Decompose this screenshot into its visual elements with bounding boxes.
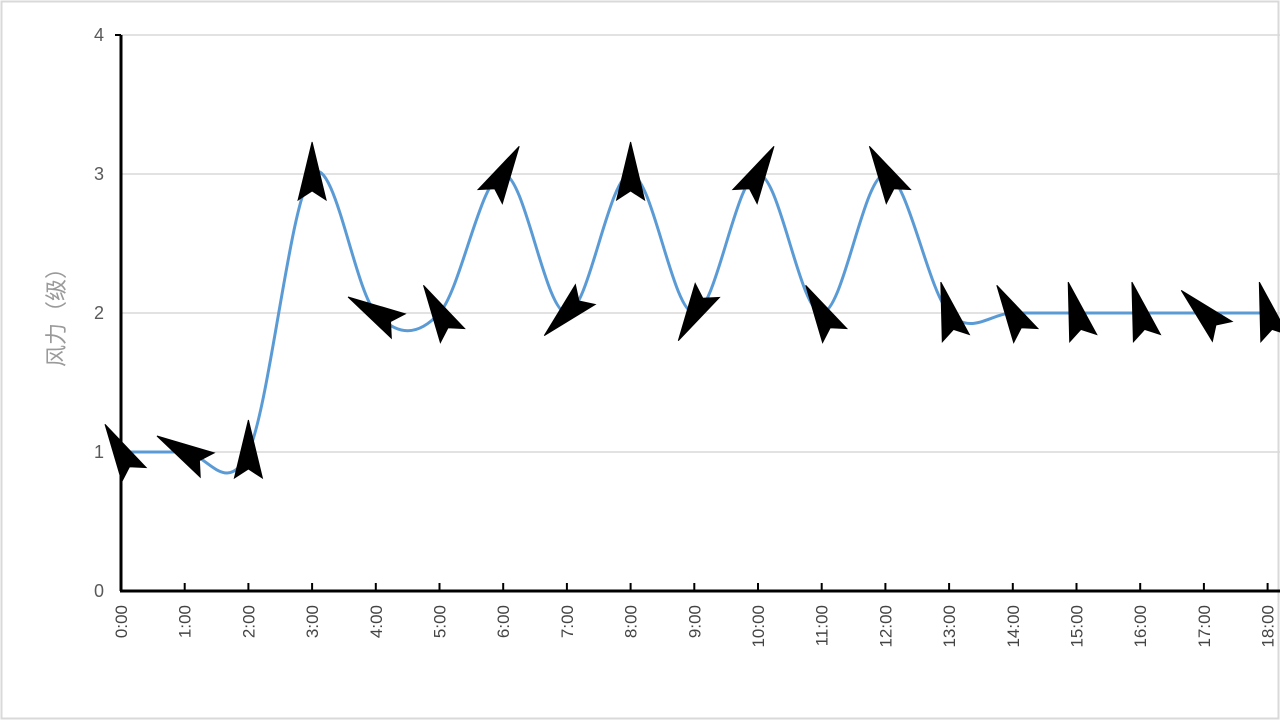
wind-arrow-marker (347, 296, 407, 340)
x-tick-label: 6:00 (494, 605, 513, 638)
wind-arrow-marker (233, 419, 264, 480)
wind-arrow-marker (423, 284, 466, 344)
x-tick-label: 8:00 (622, 605, 641, 638)
x-tick-label: 16:00 (1131, 605, 1150, 648)
x-tick-label: 14:00 (1004, 605, 1023, 648)
wind-arrow-marker (677, 282, 721, 342)
wind-arrow-marker (805, 284, 849, 344)
x-tick-label: 3:00 (303, 605, 322, 638)
wind-arrow-marker (868, 145, 912, 205)
wind-arrow-marker (104, 423, 148, 483)
wind-arrow-marker (996, 284, 1040, 344)
y-tick-label: 0 (94, 581, 104, 601)
wind-arrow-marker (940, 281, 971, 343)
wind-arrow-marker (1131, 281, 1162, 343)
y-axis-label: 风力（级） (45, 257, 70, 367)
y-tick-label: 2 (94, 303, 104, 323)
x-tick-label: 0:00 (112, 605, 131, 638)
x-tick-label: 2:00 (239, 605, 258, 638)
x-tick-label: 11:00 (813, 605, 832, 646)
wind-arrow-marker (1258, 281, 1280, 343)
wind-arrow-marker (1180, 289, 1234, 343)
x-tick-label: 5:00 (431, 605, 450, 638)
x-tick-label: 17:00 (1195, 605, 1214, 648)
wind-arrow-marker (543, 283, 597, 337)
y-tick-labels: 0 1 2 3 4 (94, 25, 104, 601)
x-tick-labels: 0:00 1:00 2:00 3:00 4:00 5:00 6:00 7:00 8:00 9:00… (112, 583, 1278, 648)
x-tick-label: 7:00 (558, 605, 577, 638)
wind-arrow-marker (615, 141, 646, 202)
wind-arrow-marker (731, 145, 775, 205)
x-tick-label: 15:00 (1068, 605, 1087, 648)
x-tick-label: 4:00 (367, 605, 386, 638)
x-tick-label: 13:00 (940, 605, 959, 648)
x-tick-label: 1:00 (176, 605, 195, 638)
y-tick-label: 1 (94, 442, 104, 462)
wind-arrow-marker (1067, 281, 1098, 343)
axes (115, 34, 1280, 593)
wind-arrow-marker (297, 141, 327, 202)
y-tick-label: 3 (94, 164, 104, 184)
x-tick-label: 18:00 (1259, 605, 1278, 648)
x-tick-label: 9:00 (685, 605, 704, 638)
x-tick-label: 10:00 (749, 605, 768, 648)
wind-arrows (104, 141, 1280, 483)
wind-arrow-marker (156, 435, 216, 479)
wind-arrow-marker (476, 145, 520, 205)
y-tick-label: 4 (94, 25, 104, 45)
x-tick-label: 12:00 (876, 605, 895, 648)
